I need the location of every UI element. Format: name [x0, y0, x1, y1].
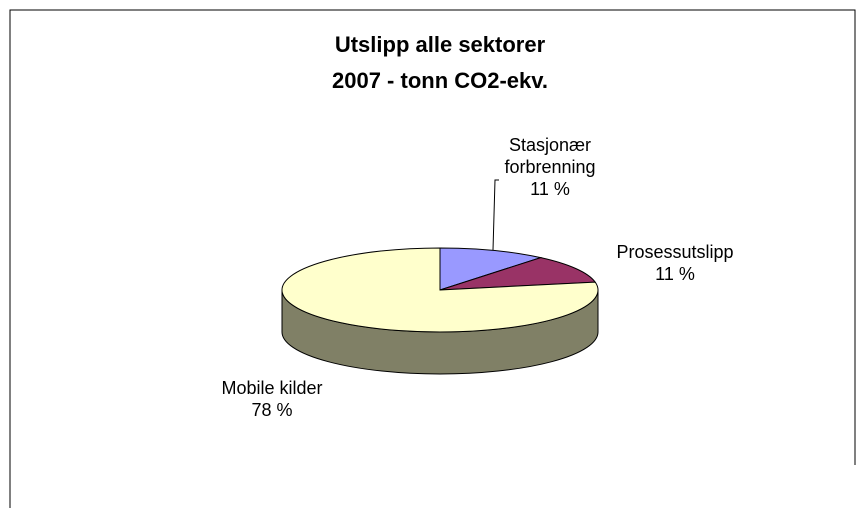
slice: [439, 247, 543, 291]
value-label: 78 %: [251, 400, 293, 420]
leader-line: [492, 179, 499, 251]
slice-label: Prosessutslipp 11 %: [595, 241, 755, 285]
category-label: Stasjonær forbrenning: [504, 135, 596, 177]
slice: [281, 247, 599, 333]
slice: [439, 257, 597, 291]
category-label: Mobile kilder: [221, 378, 323, 398]
slice-label: Stasjonær forbrenning 11 %: [495, 134, 605, 200]
slice-label: Mobile kilder 78 %: [192, 377, 352, 421]
category-label: Prosessutslipp: [616, 242, 734, 262]
chart-title: Utslipp alle sektorer: [335, 32, 546, 57]
chart-border: [9, 9, 856, 508]
chart-title: 2007 - tonn CO2-ekv.: [332, 68, 548, 93]
value-label: 11 %: [655, 264, 695, 284]
value-label: 11 %: [530, 179, 570, 199]
